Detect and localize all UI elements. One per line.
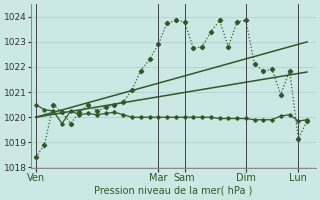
X-axis label: Pression niveau de la mer( hPa ): Pression niveau de la mer( hPa ) bbox=[94, 186, 253, 196]
